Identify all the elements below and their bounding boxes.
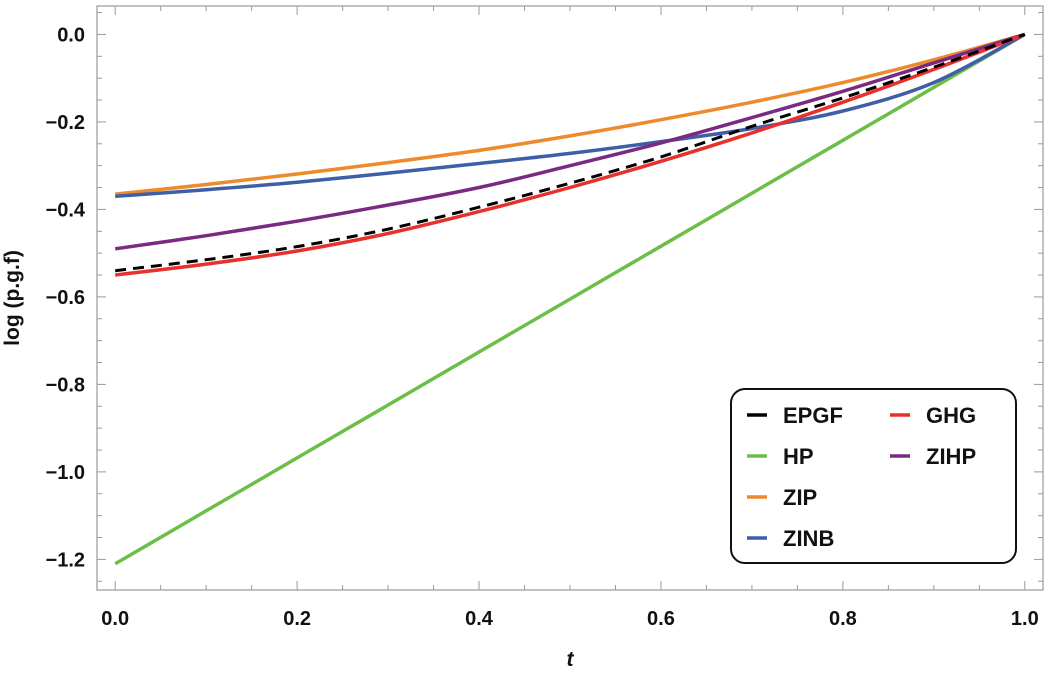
x-axis-title: t bbox=[567, 648, 575, 671]
y-axis-title: log (p.g.f) bbox=[1, 250, 24, 346]
x-tick-label: 0.0 bbox=[101, 608, 129, 630]
y-tick-label: −0.8 bbox=[46, 374, 85, 396]
series-line-zihp bbox=[114, 32, 1026, 251]
y-tick-label: −0.6 bbox=[46, 287, 85, 309]
legend-box bbox=[730, 388, 1017, 564]
y-axis: 0.0 −0.2 −0.4 −0.6 −0.8 −1.0 −1.2 bbox=[46, 12, 1043, 582]
y-tick-label: −1.0 bbox=[46, 462, 85, 484]
legend-label-hp: HP bbox=[783, 444, 814, 469]
x-axis: 0.0 0.2 0.4 0.6 0.8 1.0 bbox=[101, 6, 1039, 630]
legend-items: EPGF HP ZIP ZINB GHG ZIHP bbox=[747, 403, 976, 551]
y-tick-label: 0.0 bbox=[57, 24, 85, 46]
x-tick-label: 0.2 bbox=[283, 608, 311, 630]
series-line-ghg bbox=[114, 32, 1026, 277]
legend-label-ghg: GHG bbox=[926, 403, 976, 428]
series-line-zip bbox=[115, 32, 1026, 196]
series-line-zinb bbox=[115, 32, 1026, 199]
x-tick-label: 0.4 bbox=[465, 608, 494, 630]
y-tick-label: −0.2 bbox=[46, 112, 85, 134]
y-tick-label: −1.2 bbox=[46, 549, 85, 571]
series-line-hp bbox=[114, 32, 1026, 566]
legend-label-zinb: ZINB bbox=[783, 526, 834, 551]
legend: EPGF HP ZIP ZINB GHG ZIHP bbox=[730, 388, 1017, 564]
series-layer bbox=[114, 32, 1026, 566]
legend-label-zihp: ZIHP bbox=[926, 444, 976, 469]
legend-label-zip: ZIP bbox=[783, 485, 817, 510]
y-tick-label: −0.4 bbox=[46, 199, 86, 221]
x-tick-label: 0.8 bbox=[829, 608, 857, 630]
series-line-epgf bbox=[115, 32, 1026, 273]
x-tick-label: 0.6 bbox=[647, 608, 675, 630]
legend-label-epgf: EPGF bbox=[783, 403, 843, 428]
x-tick-label: 1.0 bbox=[1011, 608, 1039, 630]
